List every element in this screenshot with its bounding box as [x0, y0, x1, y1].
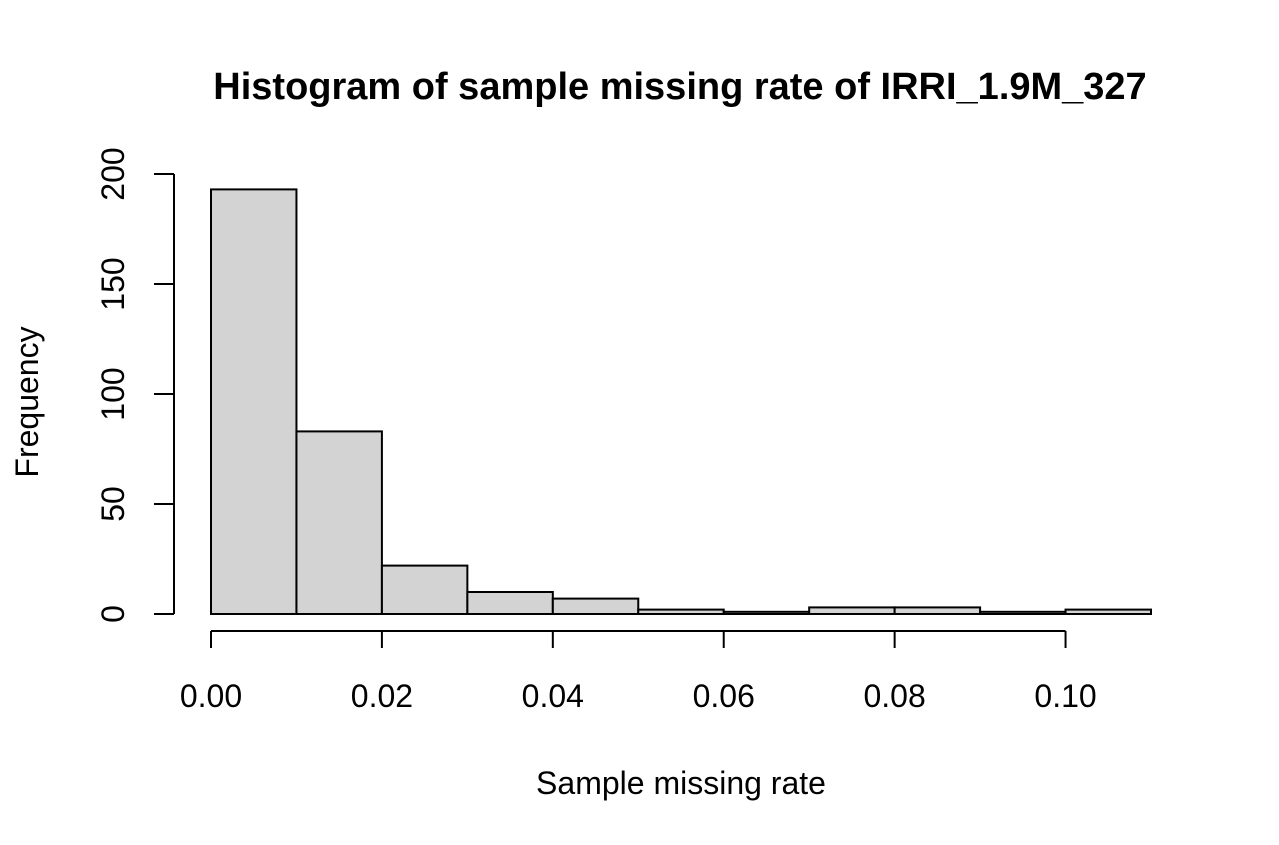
- y-axis-label: Frequency: [9, 326, 45, 477]
- x-tick-label: 0.08: [863, 678, 925, 714]
- y-tick-label: 0: [95, 605, 131, 623]
- x-axis-label: Sample missing rate: [536, 765, 826, 801]
- histogram-bars: [210, 188, 1152, 616]
- x-tick-label: 0.10: [1034, 678, 1096, 714]
- histogram-bar-6: [722, 610, 811, 615]
- y-axis: 0 50 100 150 200: [95, 147, 175, 623]
- histogram-bar-10: [1064, 608, 1152, 615]
- x-tick-label: 0.04: [522, 678, 584, 714]
- histogram-bar-2: [380, 564, 469, 615]
- y-tick-label: 100: [95, 367, 131, 420]
- x-tick-label: 0.02: [351, 678, 413, 714]
- x-axis-ticks: 0.00 0.02 0.04 0.06 0.08 0.10: [180, 631, 1097, 714]
- histogram-bar-3: [466, 591, 554, 615]
- y-tick-label: 150: [95, 257, 131, 310]
- histogram-bar-1: [295, 430, 383, 615]
- y-tick-label: 50: [95, 486, 131, 522]
- y-axis-ticks: 0 50 100 150 200: [95, 147, 174, 623]
- histogram-bar-8: [893, 606, 982, 616]
- histogram-bar-0: [210, 188, 298, 615]
- x-axis: 0.00 0.02 0.04 0.06 0.08 0.10: [180, 630, 1097, 714]
- y-tick-label: 200: [95, 147, 131, 200]
- x-tick-label: 0.00: [180, 678, 242, 714]
- histogram-bar-5: [637, 608, 725, 615]
- chart-title: Histogram of sample missing rate of IRRI…: [213, 66, 1146, 108]
- histogram-bar-4: [551, 597, 640, 615]
- x-tick-label: 0.06: [693, 678, 755, 714]
- histogram-bar-7: [808, 606, 896, 616]
- histogram-bar-9: [979, 610, 1067, 615]
